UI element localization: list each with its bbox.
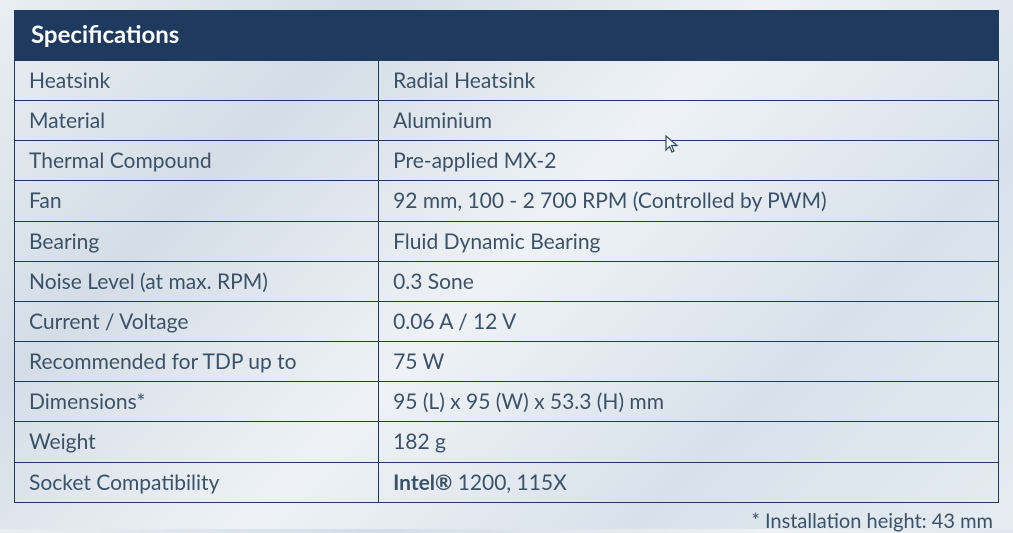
spec-value-bold: Intel® [393, 470, 452, 495]
spec-label: Noise Level (at max. RPM) [15, 261, 379, 301]
spec-value: 92 mm, 100 - 2 700 RPM (Controlled by PW… [379, 181, 999, 221]
table-body: Heatsink Radial Heatsink Material Alumin… [15, 60, 999, 502]
spec-label: Heatsink [15, 60, 379, 100]
footnote: * Installation height: 43 mm [14, 503, 999, 533]
spec-value: Aluminium [379, 100, 999, 140]
spec-label: Weight [15, 422, 379, 462]
spec-label: Thermal Compound [15, 141, 379, 181]
spec-label: Socket Compatibility [15, 462, 379, 502]
table-row: Thermal Compound Pre-applied MX-2 [15, 141, 999, 181]
spec-value: 95 (L) x 95 (W) x 53.3 (H) mm [379, 382, 999, 422]
spec-value: Intel® 1200, 115X [379, 462, 999, 502]
spec-value-rest: 1200, 115X [452, 470, 566, 495]
table-row: Dimensions* 95 (L) x 95 (W) x 53.3 (H) m… [15, 382, 999, 422]
spec-label: Dimensions* [15, 382, 379, 422]
spec-label: Recommended for TDP up to [15, 342, 379, 382]
spec-value: Radial Heatsink [379, 60, 999, 100]
spec-value: Fluid Dynamic Bearing [379, 221, 999, 261]
table-row: Weight 182 g [15, 422, 999, 462]
table-row: Heatsink Radial Heatsink [15, 60, 999, 100]
spec-label: Material [15, 100, 379, 140]
table-row: Bearing Fluid Dynamic Bearing [15, 221, 999, 261]
spec-label: Bearing [15, 221, 379, 261]
table-row: Recommended for TDP up to 75 W [15, 342, 999, 382]
spec-label: Fan [15, 181, 379, 221]
spec-value: 182 g [379, 422, 999, 462]
table-header: Specifications [15, 11, 999, 61]
spec-value: 0.3 Sone [379, 261, 999, 301]
table-row: Current / Voltage 0.06 A / 12 V [15, 301, 999, 341]
spec-value: Pre-applied MX-2 [379, 141, 999, 181]
table-row: Noise Level (at max. RPM) 0.3 Sone [15, 261, 999, 301]
specifications-table: Specifications Heatsink Radial Heatsink … [14, 10, 999, 503]
table-row: Fan 92 mm, 100 - 2 700 RPM (Controlled b… [15, 181, 999, 221]
table-row: Socket Compatibility Intel® 1200, 115X [15, 462, 999, 502]
spec-value: 0.06 A / 12 V [379, 301, 999, 341]
table-row: Material Aluminium [15, 100, 999, 140]
spec-label: Current / Voltage [15, 301, 379, 341]
spec-value: 75 W [379, 342, 999, 382]
